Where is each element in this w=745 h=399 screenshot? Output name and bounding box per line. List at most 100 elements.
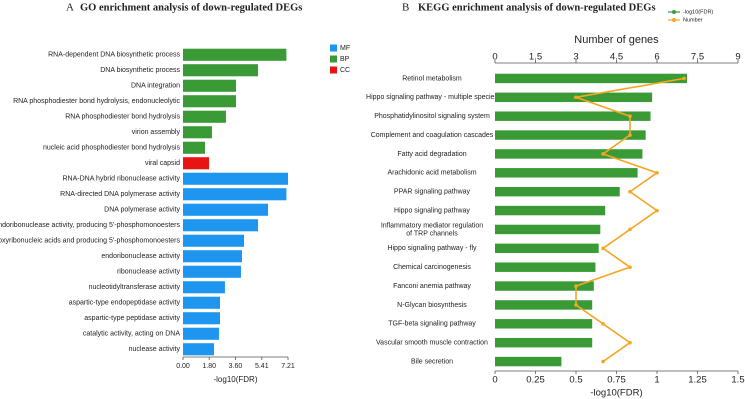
bar: [495, 186, 620, 197]
y-tick-label: aspartic-type endopeptidase activity: [69, 300, 181, 307]
line-point: [574, 95, 578, 100]
x-tick-label: 7.21: [281, 363, 295, 370]
y-tick-label: Chemical carcinogenesis: [393, 264, 471, 271]
bar: [495, 149, 643, 159]
bar: [183, 79, 237, 92]
y-tick-label: nucleic acid phosphodiester bond hydroly…: [43, 145, 180, 152]
legend-label: Number: [683, 17, 703, 23]
line-point: [655, 208, 659, 213]
y-tick-label: Fanconi anemia pathway: [393, 283, 471, 290]
legend-swatch: [330, 66, 337, 74]
x-tick-label: 1.25: [688, 375, 707, 386]
bar: [495, 319, 593, 329]
x2-tick-label: 0: [492, 52, 497, 63]
legend-swatch: [330, 55, 337, 63]
line-point: [628, 133, 632, 137]
bar: [183, 343, 215, 356]
bar: [183, 265, 241, 278]
y-tick-label: PPAR signaling pathway: [394, 189, 471, 196]
bar: [183, 157, 210, 170]
y-tick-label: N-Glycan biosynthesis: [397, 302, 467, 309]
y-tick-label: ribonuclease activity: [117, 269, 181, 276]
panel-label: A: [66, 2, 74, 14]
y-tick-label: Fatty acid degradation: [397, 151, 466, 158]
bar: [183, 126, 212, 139]
y-tick-label: RNA-dependent DNA biosynthetic process: [48, 52, 180, 59]
line-point: [628, 340, 632, 345]
x2-tick-label: 6: [654, 52, 659, 63]
y-tick-label: nuclease activity: [129, 346, 181, 353]
x-tick-label: 0.75: [607, 375, 626, 386]
x2-tick-label: 7.5: [691, 52, 704, 63]
bar: [183, 296, 220, 309]
y-tick-label: TGF-beta signaling pathway: [388, 321, 476, 328]
legend-label: CC: [340, 67, 350, 74]
y-tick-label: Complement and coagulation cascades: [371, 132, 494, 139]
x-axis-label: -log10(FDR): [213, 375, 257, 384]
line-point: [601, 246, 605, 251]
y-tick-label: nucleotidyltransferase activity: [89, 284, 181, 291]
y-tick-label: Hippo signaling pathway - multiple speci…: [366, 94, 498, 101]
bar: [495, 337, 593, 348]
bar: [495, 205, 606, 216]
bar: [183, 250, 242, 263]
x-tick-label: 1: [654, 375, 659, 386]
bar: [495, 130, 646, 140]
y-tick-label: DNA integration: [131, 83, 180, 90]
y-tick-label: DNA biosynthetic process: [100, 67, 180, 74]
line-point: [628, 189, 632, 194]
line-point: [601, 322, 605, 326]
x2-tick-label: 4.5: [610, 52, 623, 63]
panel-label: B: [402, 2, 409, 14]
y-tick-label: Hippo signaling pathway - fly: [387, 245, 477, 252]
bar: [183, 172, 288, 185]
y-tick-label: RNA-directed DNA polymerase activity: [60, 191, 180, 198]
y-tick-label: deoxyribonucleic acids and producing 5'-…: [0, 238, 180, 245]
legend-label: BP: [340, 56, 350, 63]
bar: [495, 281, 594, 291]
y-tick-label: virion assembly: [132, 129, 181, 136]
x-tick-label: 0.00: [176, 363, 190, 370]
x-tick-label: 1.80: [202, 363, 216, 370]
y-tick-label: aspartic-type peptidase activity: [84, 315, 180, 322]
bar: [183, 48, 287, 61]
bar: [183, 234, 245, 247]
chart-panel: A GO enrichment analysis of down-regulate…: [0, 2, 350, 385]
y-tick-label: RNA phosphodiester bond hydrolysis: [65, 114, 180, 121]
bar: [183, 203, 269, 216]
legend-swatch: [672, 18, 676, 22]
x-tick-label: 3.60: [229, 363, 243, 370]
x-tick-label: 1.5: [731, 375, 744, 386]
y-tick-label: Hippo signaling pathway: [394, 207, 470, 214]
bar: [495, 111, 651, 121]
chart-title: KEGG enrichment analysis of down-regulat…: [418, 2, 656, 13]
bar: [495, 356, 562, 367]
x2-tick-label: 1.5: [529, 52, 542, 63]
bar: [495, 224, 601, 235]
y-tick-label: endoribonuclease activity, producing 5'-…: [0, 222, 180, 229]
line-point: [655, 171, 659, 175]
y-tick-label: Arachidonic acid metabolism: [387, 170, 476, 177]
bar: [183, 312, 220, 325]
line-point: [628, 265, 632, 269]
y-tick-label: RNA-DNA hybrid ribonuclease activity: [63, 176, 181, 183]
bar: [183, 141, 205, 154]
bar: [183, 95, 237, 108]
bar: [495, 243, 599, 254]
legend-label: MF: [340, 45, 350, 52]
bar: [183, 219, 258, 232]
bar: [183, 281, 225, 294]
y-tick-label: Inflammatory mediator regulation of TRP c…: [381, 222, 483, 237]
y-tick-label: DNA polymerase activity: [104, 207, 180, 214]
line-point: [628, 114, 632, 118]
y-tick-label: viral capsid: [145, 160, 180, 167]
line-point: [574, 303, 578, 307]
x-tick-label: 0.5: [569, 375, 582, 386]
bar: [495, 92, 653, 103]
bar: [183, 64, 258, 77]
bar: [495, 168, 638, 178]
y-tick-label: Phosphatidylinositol signaling system: [374, 113, 490, 120]
legend-swatch: [330, 44, 337, 52]
x-axis-label: -log10(FDR): [590, 388, 642, 399]
